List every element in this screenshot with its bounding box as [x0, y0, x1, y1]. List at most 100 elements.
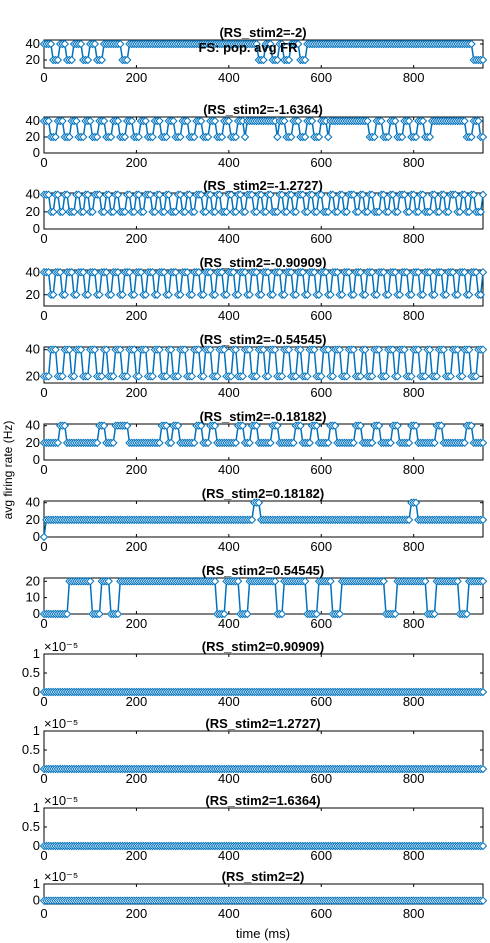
data-point — [418, 116, 428, 126]
data-point — [194, 345, 204, 354]
data-point — [377, 116, 386, 126]
data-point — [176, 132, 185, 142]
data-point — [464, 345, 474, 354]
data-point — [183, 268, 192, 277]
x-tick-label: 400 — [218, 462, 240, 477]
data-point — [266, 438, 275, 448]
data-point — [217, 132, 227, 142]
data-point — [162, 372, 171, 381]
data-point — [323, 207, 333, 217]
data-point — [102, 345, 111, 354]
data-point — [303, 207, 312, 217]
x-tick-label: 600 — [310, 308, 332, 323]
data-point — [60, 39, 70, 49]
data-point — [298, 190, 307, 199]
data-point — [323, 132, 333, 142]
data-point — [344, 268, 354, 277]
data-point — [194, 268, 204, 277]
axes-box — [43, 807, 484, 847]
data-point — [199, 290, 208, 299]
data-point — [210, 577, 220, 586]
data-point — [222, 290, 231, 299]
data-point — [46, 39, 56, 49]
data-point — [337, 290, 347, 299]
data-point — [337, 190, 347, 199]
data-point — [379, 268, 388, 277]
data-point — [439, 345, 448, 354]
data-point — [379, 190, 388, 199]
data-point — [180, 345, 190, 354]
data-point — [287, 268, 296, 277]
data-point — [384, 207, 393, 217]
data-point — [60, 290, 70, 299]
data-point — [273, 207, 282, 217]
data-point — [122, 55, 132, 65]
data-point — [360, 345, 370, 354]
data-point — [226, 372, 236, 381]
data-point — [453, 577, 462, 586]
data-point — [109, 372, 118, 381]
data-point — [460, 438, 469, 448]
data-point — [254, 498, 264, 507]
x-tick-label: 400 — [218, 848, 240, 863]
y-tick-label: 0 — [33, 145, 40, 160]
data-point — [231, 132, 240, 142]
x-tick-label: 0 — [40, 539, 47, 554]
subplot-title: (RS_stim2=-1.2727) — [203, 178, 323, 193]
data-point — [122, 421, 132, 430]
data-point — [252, 268, 261, 277]
data-point — [65, 345, 74, 354]
data-point — [291, 290, 301, 299]
data-point — [213, 372, 222, 381]
data-point — [99, 116, 109, 126]
data-point — [125, 268, 134, 277]
data-point — [303, 372, 312, 381]
x-tick-label: 800 — [403, 616, 425, 631]
data-point — [164, 190, 173, 199]
y-tick-label: 20 — [26, 512, 40, 527]
data-point — [414, 345, 423, 354]
data-point — [266, 190, 275, 199]
data-point — [134, 190, 143, 199]
data-point — [374, 207, 384, 217]
subplot-8: (RS_stim2=0.54545) 0 200 400 600 800 010 20 — [26, 563, 488, 631]
data-point — [441, 290, 451, 299]
data-point — [478, 132, 488, 142]
data-point — [349, 345, 358, 354]
data-point — [116, 39, 125, 49]
x-tick-label: 400 — [218, 231, 240, 246]
data-point — [189, 438, 199, 448]
data-point — [404, 116, 414, 126]
data-point — [259, 55, 268, 65]
data-point — [280, 290, 289, 299]
subplot-title: (RS_stim2=-0.18182) — [200, 409, 327, 424]
data-point — [263, 268, 273, 277]
data-point — [425, 268, 435, 277]
x-tick-label: 400 — [218, 155, 240, 170]
data-point — [141, 116, 150, 126]
data-point — [284, 55, 294, 65]
data-point — [233, 290, 243, 299]
y-tick-label: 40 — [26, 187, 40, 202]
data-point — [129, 345, 139, 354]
data-point — [206, 190, 215, 199]
data-point — [388, 190, 398, 199]
data-point — [312, 207, 321, 217]
x-tick-label: 0 — [40, 308, 47, 323]
y-tick-label: 40 — [26, 495, 40, 510]
x-tick-label: 0 — [40, 848, 47, 863]
data-point — [224, 116, 234, 126]
data-point — [404, 438, 414, 448]
x-tick-label: 200 — [126, 70, 148, 85]
data-point — [44, 116, 53, 126]
y-tick-label: 0.5 — [22, 819, 40, 834]
data-point — [291, 207, 301, 217]
data-point — [252, 372, 261, 381]
exponent-label: ×10⁻⁵ — [44, 716, 78, 731]
data-point — [437, 268, 446, 277]
x-tick-label: 200 — [126, 308, 148, 323]
subplot-title: (RS_stim2=2) — [222, 869, 305, 884]
data-point — [189, 132, 199, 142]
